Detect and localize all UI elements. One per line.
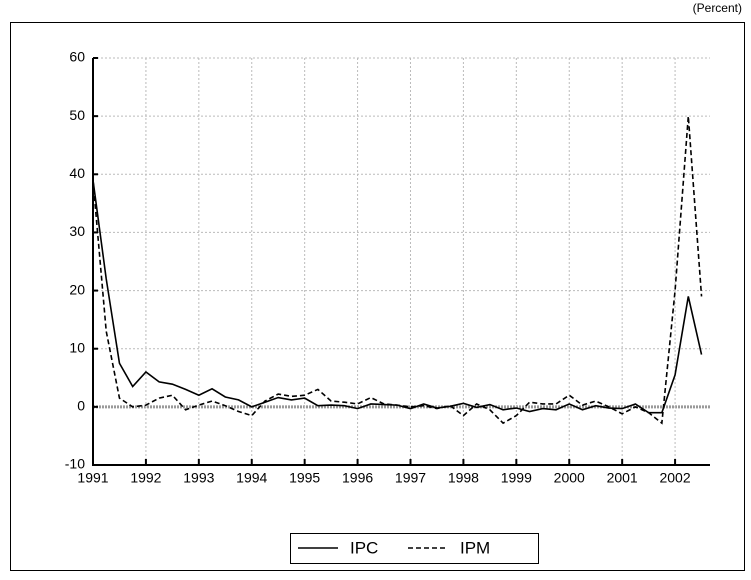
y-tick-label: -10	[65, 456, 85, 472]
legend-label: IPC	[350, 538, 378, 557]
axes	[92, 58, 710, 466]
x-tick-label: 1996	[342, 470, 373, 486]
x-tick-label: 2001	[607, 470, 638, 486]
subtitle: (Percent)	[693, 1, 742, 15]
series-line	[92, 116, 703, 425]
y-tick-label: 60	[69, 49, 85, 65]
y-tick-label: 40	[69, 165, 85, 181]
x-tick-label: 1997	[395, 470, 426, 486]
x-tick-label: 1998	[448, 470, 479, 486]
x-tick-label: 1992	[130, 470, 161, 486]
series-line	[92, 179, 703, 414]
x-tick-label: 1995	[289, 470, 320, 486]
legend-label: IPM	[460, 538, 490, 557]
y-tick-label: 0	[77, 398, 85, 414]
y-tick-label: 20	[69, 281, 85, 297]
x-tick-label: 1991	[77, 470, 108, 486]
x-tick-label: 2000	[554, 470, 585, 486]
x-tick-label: 1993	[183, 470, 214, 486]
x-tick-label: 2002	[659, 470, 690, 486]
y-tick-label: 30	[69, 223, 85, 239]
x-tick-label: 1999	[501, 470, 532, 486]
y-tick-label: 10	[69, 339, 85, 355]
y-tick-label: 50	[69, 107, 85, 123]
frame	[10, 22, 745, 571]
x-tick-label: 1994	[236, 470, 267, 486]
